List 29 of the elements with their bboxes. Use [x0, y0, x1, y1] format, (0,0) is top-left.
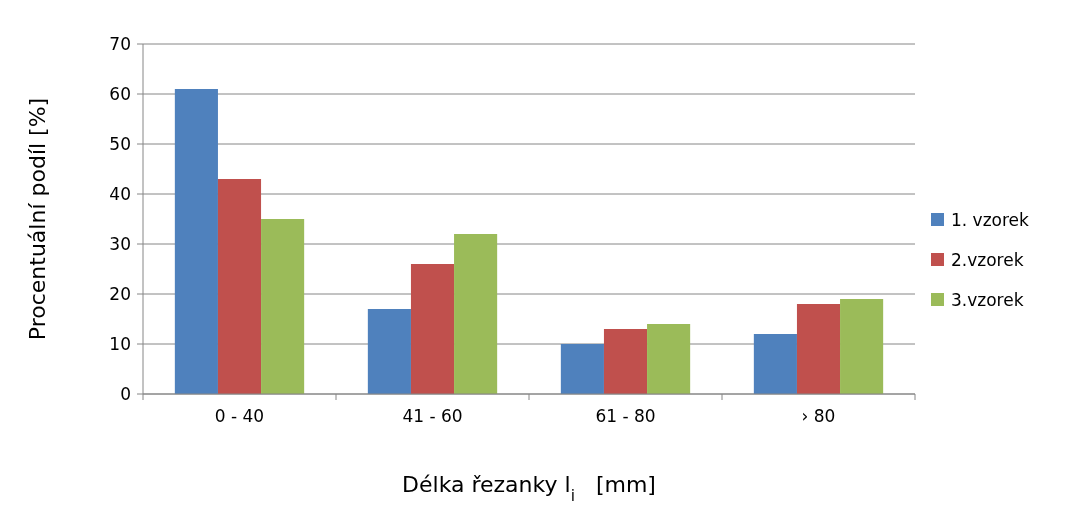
bar [261, 219, 305, 394]
bar [410, 264, 455, 394]
bar [603, 329, 648, 394]
y-tick-label: 40 [109, 183, 131, 204]
y-tick-label: 30 [109, 233, 131, 254]
legend-label: 2.vzorek [951, 249, 1024, 270]
bar [174, 89, 218, 394]
bar [454, 234, 498, 394]
bar [796, 304, 841, 394]
y-tick-label: 50 [109, 133, 131, 154]
x-tick-label: 0 - 40 [214, 406, 265, 426]
bar [560, 344, 604, 394]
x-tick-label: › 80 [801, 406, 836, 426]
y-tick-label: 60 [109, 83, 131, 104]
bar [840, 299, 884, 394]
legend-label: 1. vzorek [951, 209, 1030, 230]
x-tick-label: 41 - 60 [402, 406, 463, 426]
y-tick-label: 20 [109, 283, 131, 304]
bar [647, 324, 691, 394]
legend-label: 3.vzorek [951, 289, 1024, 310]
bar [217, 179, 262, 394]
x-tick-label: 61 - 80 [595, 406, 656, 426]
bar [753, 334, 797, 394]
y-tick-label: 70 [109, 33, 131, 54]
y-tick-label: 10 [109, 333, 131, 354]
text: Délka řezanky l$_{i}$ [mm] [402, 472, 656, 505]
y-axis-title: Procentuální podíl [%] [25, 97, 50, 341]
y-tick-label: 0 [120, 383, 131, 404]
bar [367, 309, 411, 394]
